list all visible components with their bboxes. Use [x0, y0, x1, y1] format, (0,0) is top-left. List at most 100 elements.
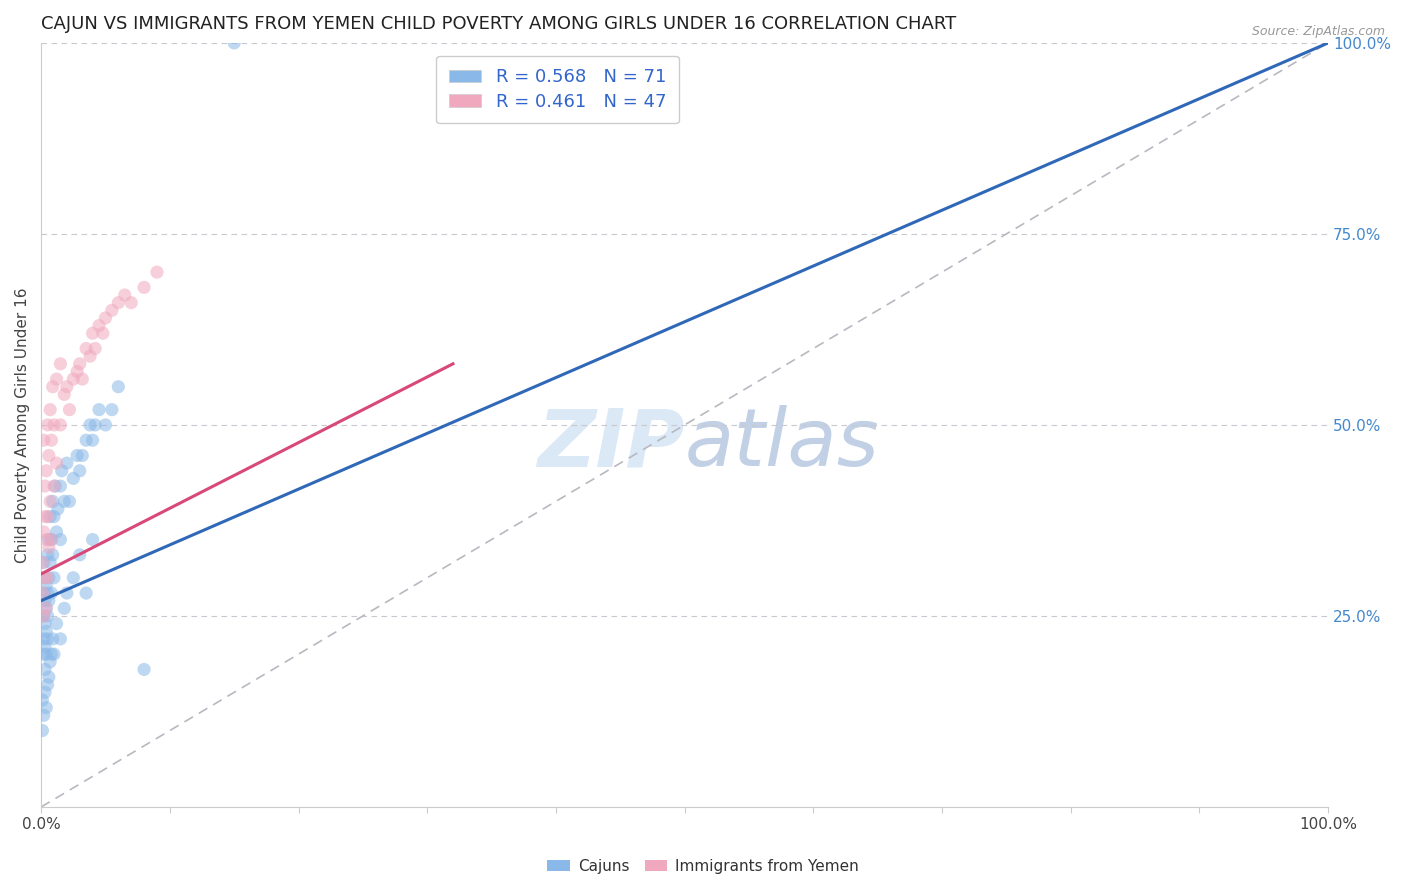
Point	[62, 372, 84, 386]
Point	[49, 357, 72, 371]
Point	[44, 479, 66, 493]
Point	[34, 685, 56, 699]
Point	[42, 417, 65, 432]
Point	[34, 571, 56, 585]
Point	[35, 464, 58, 478]
Point	[120, 295, 142, 310]
Point	[31, 586, 53, 600]
Point	[46, 502, 69, 516]
Point	[45, 524, 67, 539]
Point	[53, 387, 76, 401]
Point	[84, 417, 107, 432]
Point	[79, 349, 101, 363]
Point	[87, 318, 110, 333]
Point	[38, 449, 60, 463]
Point	[84, 342, 107, 356]
Point	[87, 402, 110, 417]
Point	[69, 357, 91, 371]
Text: CAJUN VS IMMIGRANTS FROM YEMEN CHILD POVERTY AMONG GIRLS UNDER 16 CORRELATION CH: CAJUN VS IMMIGRANTS FROM YEMEN CHILD POV…	[41, 15, 956, 33]
Text: ZIP: ZIP	[537, 405, 685, 483]
Point	[32, 556, 55, 570]
Point	[101, 402, 124, 417]
Point	[75, 586, 97, 600]
Point	[53, 601, 76, 615]
Point	[34, 593, 56, 607]
Point	[82, 326, 104, 341]
Point	[82, 533, 104, 547]
Point	[35, 624, 58, 639]
Point	[31, 723, 53, 738]
Point	[41, 548, 63, 562]
Point	[41, 533, 63, 547]
Point	[39, 402, 62, 417]
Point	[37, 417, 59, 432]
Point	[41, 434, 63, 448]
Point	[32, 434, 55, 448]
Point	[34, 509, 56, 524]
Point	[56, 456, 79, 470]
Point	[53, 494, 76, 508]
Point	[69, 464, 91, 478]
Point	[32, 609, 55, 624]
Point	[35, 700, 58, 714]
Point	[94, 417, 117, 432]
Point	[101, 303, 124, 318]
Text: Source: ZipAtlas.com: Source: ZipAtlas.com	[1251, 25, 1385, 38]
Point	[49, 533, 72, 547]
Point	[32, 609, 55, 624]
Point	[37, 586, 59, 600]
Point	[75, 342, 97, 356]
Point	[39, 655, 62, 669]
Point	[42, 479, 65, 493]
Point	[45, 456, 67, 470]
Point	[42, 509, 65, 524]
Point	[32, 647, 55, 661]
Point	[51, 464, 73, 478]
Point	[49, 417, 72, 432]
Point	[45, 372, 67, 386]
Point	[41, 632, 63, 646]
Point	[37, 548, 59, 562]
Point	[82, 434, 104, 448]
Point	[32, 586, 55, 600]
Point	[42, 571, 65, 585]
Point	[37, 509, 59, 524]
Point	[35, 601, 58, 615]
Point	[107, 295, 129, 310]
Point	[56, 586, 79, 600]
Point	[66, 364, 89, 378]
Point	[41, 494, 63, 508]
Text: atlas: atlas	[685, 405, 879, 483]
Point	[34, 479, 56, 493]
Point	[37, 632, 59, 646]
Point	[34, 640, 56, 654]
Point	[72, 372, 94, 386]
Point	[75, 434, 97, 448]
Point	[132, 663, 155, 677]
Point	[32, 524, 55, 539]
Point	[56, 380, 79, 394]
Point	[38, 670, 60, 684]
Point	[38, 540, 60, 554]
Point	[41, 380, 63, 394]
Point	[72, 449, 94, 463]
Point	[35, 601, 58, 615]
Point	[41, 533, 63, 547]
Point	[34, 663, 56, 677]
Point	[41, 586, 63, 600]
Legend: R = 0.568   N = 71, R = 0.461   N = 47: R = 0.568 N = 71, R = 0.461 N = 47	[436, 55, 679, 123]
Point	[94, 310, 117, 325]
Point	[42, 647, 65, 661]
Point	[35, 533, 58, 547]
Point	[58, 402, 80, 417]
Point	[69, 548, 91, 562]
Point	[91, 326, 114, 341]
Point	[62, 471, 84, 485]
Point	[107, 380, 129, 394]
Point	[34, 616, 56, 631]
Point	[49, 632, 72, 646]
Point	[37, 571, 59, 585]
Point	[62, 571, 84, 585]
Point	[39, 509, 62, 524]
Point	[38, 533, 60, 547]
